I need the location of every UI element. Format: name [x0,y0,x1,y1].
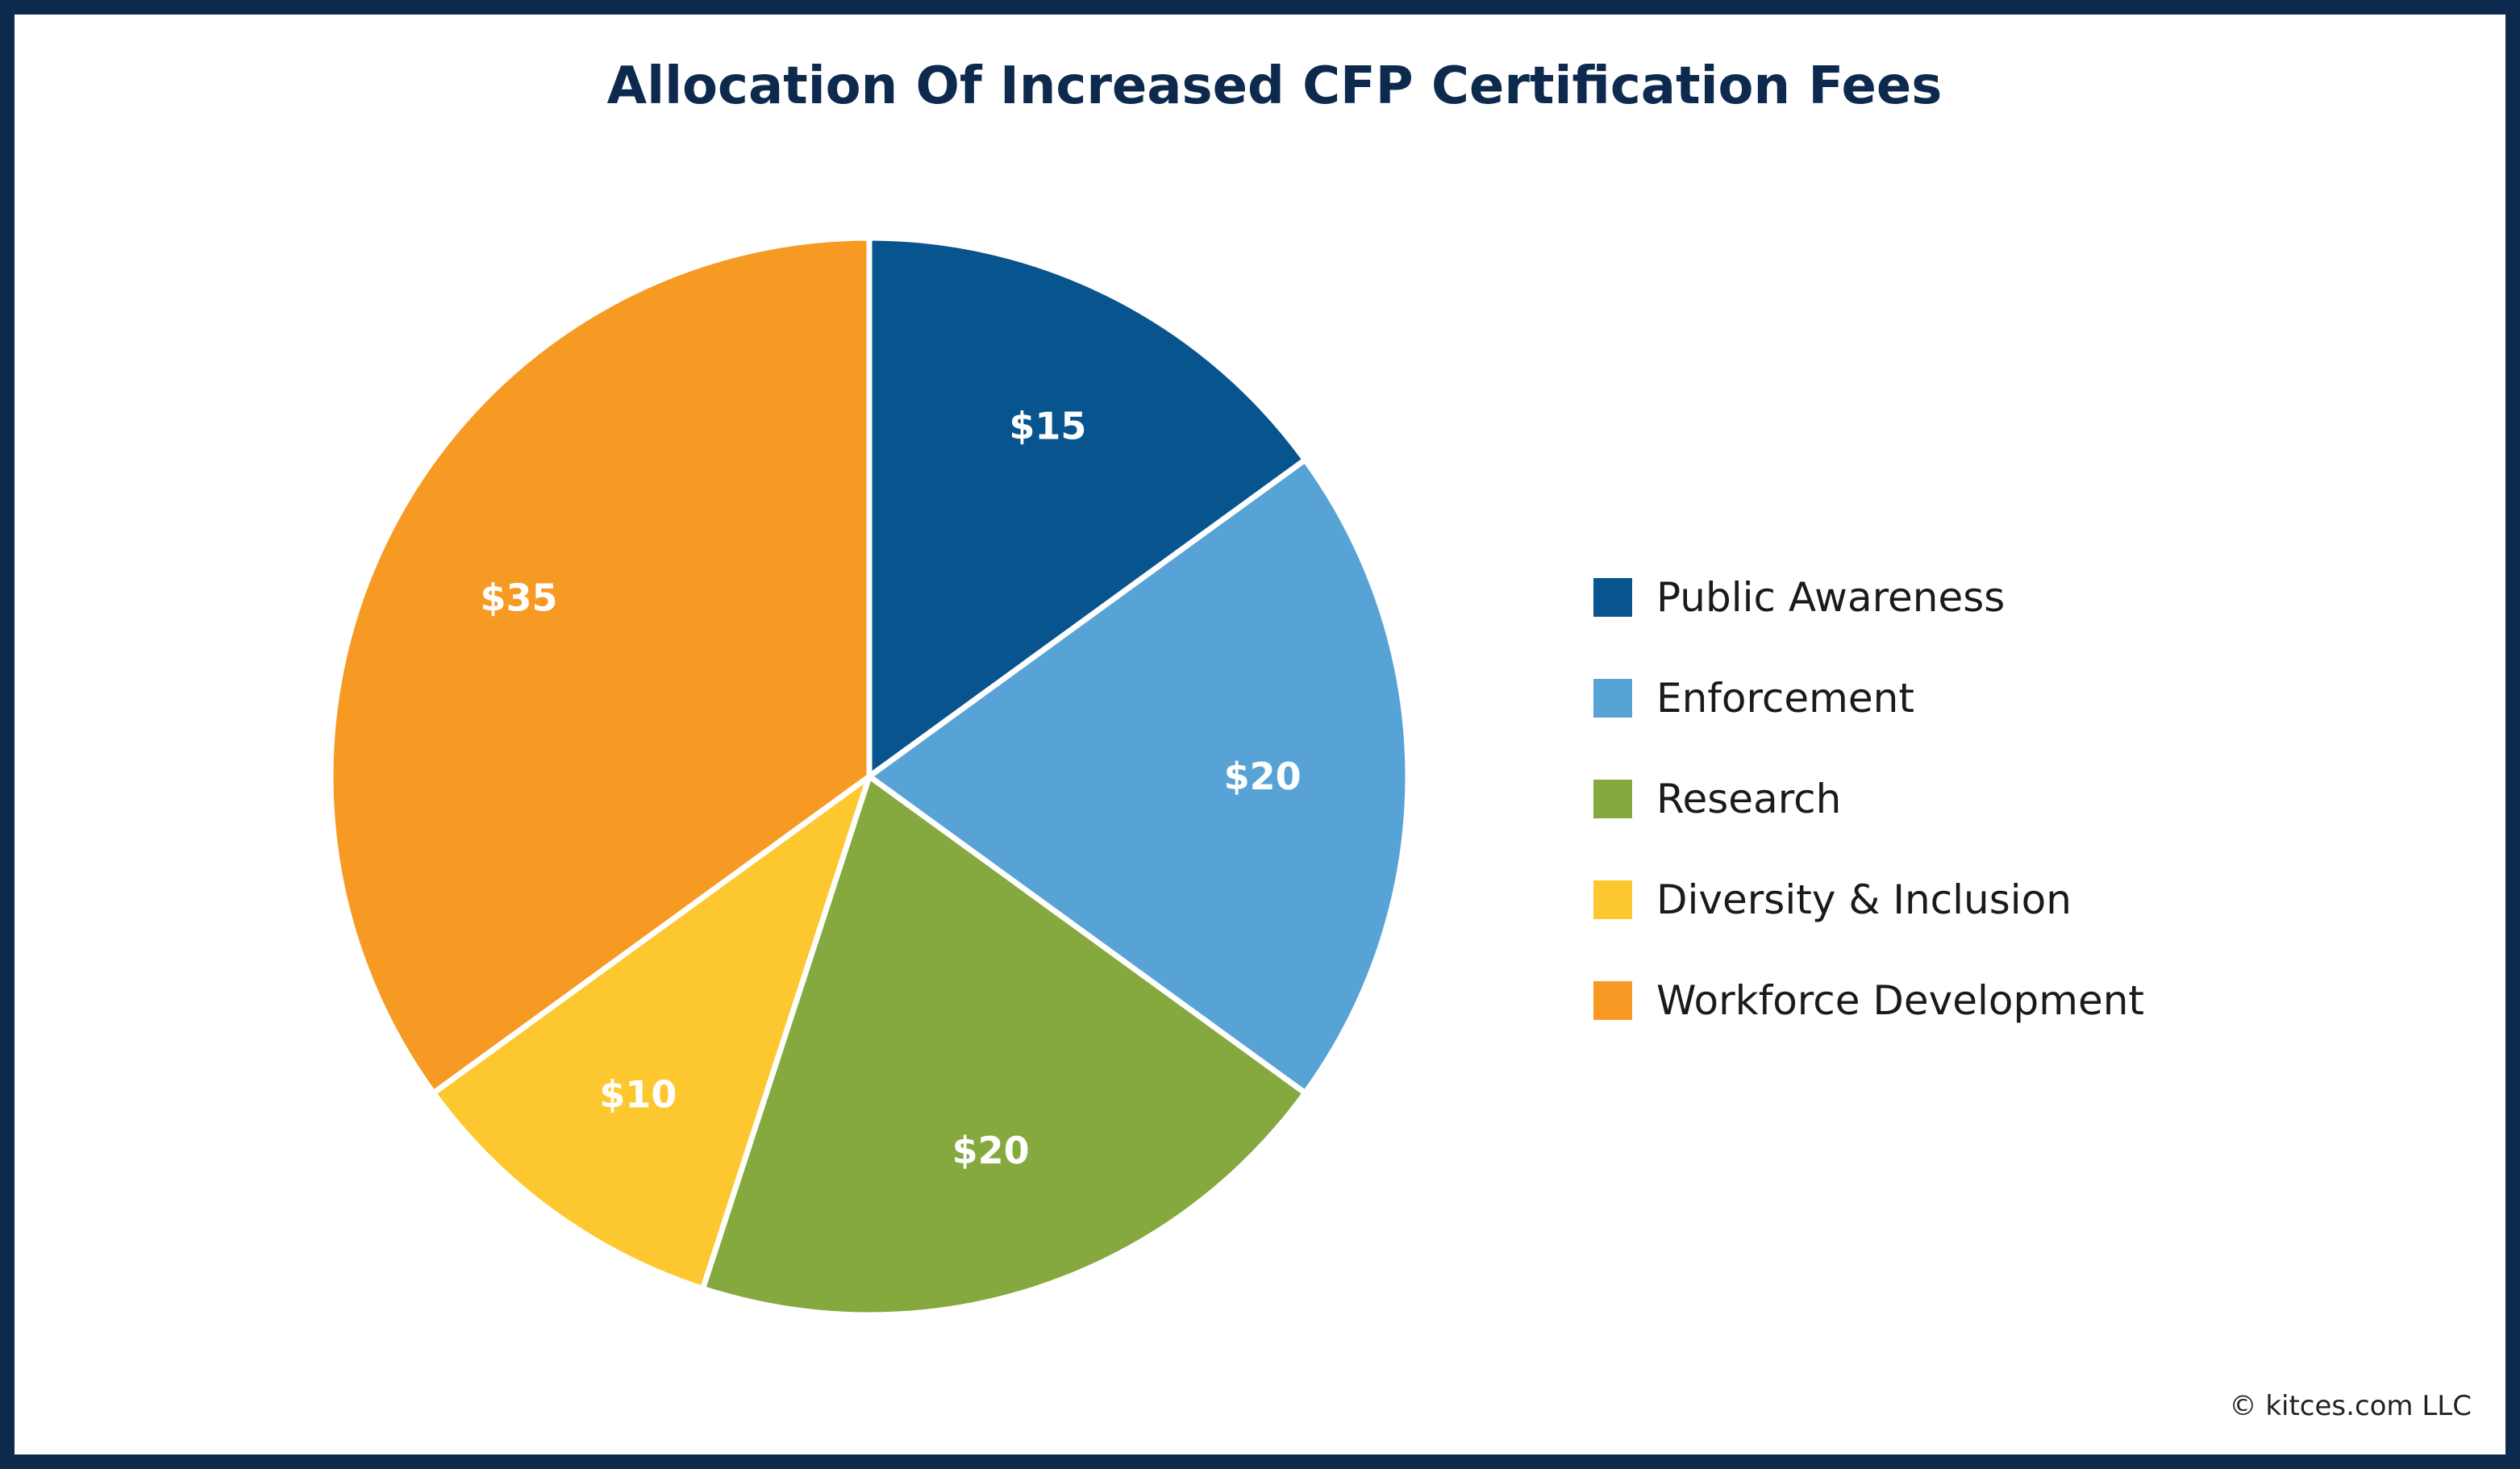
slice-value-label-research: $20 [952,1129,1030,1172]
legend-label: Public Awareness [1656,573,2006,621]
pie-slice-public-awareness [866,235,1308,780]
legend-item-enforcement: Enforcement [1593,647,2144,748]
pie-chart: $15 $20 $20 $10 $35 [327,235,1411,1318]
legend-item-public-awareness: Public Awareness [1593,547,2144,647]
pie-slice-enforcement [866,456,1411,1097]
pie-slice-workforce-development [327,235,873,1097]
legend-item-workforce-development: Workforce Development [1593,950,2144,1051]
legend-label: Diversity & Inclusion [1656,876,2072,923]
legend-label: Enforcement [1656,674,1914,722]
pie-slice-diversity-inclusion [431,773,873,1292]
slice-value-label-workforce-development: $35 [480,576,557,620]
chart-title: Allocation Of Increased CFP Certificatio… [606,56,1943,116]
pie-slice-research [700,773,1308,1318]
copyright-credit: © kitces.com LLC [2229,1390,2472,1422]
slice-value-label-diversity-inclusion: $10 [599,1073,677,1117]
legend: Public Awareness Enforcement Research Diver… [1593,547,2144,1051]
legend-swatch [1593,577,1632,617]
legend-label: Research [1656,775,1842,822]
legend-swatch [1593,880,1632,919]
legend-item-diversity-inclusion: Diversity & Inclusion [1593,849,2144,950]
legend-swatch [1593,678,1632,718]
slice-value-label-public-awareness: $15 [1009,405,1086,448]
legend-swatch [1593,779,1632,818]
legend-swatch [1593,980,1632,1020]
legend-item-research: Research [1593,748,2144,849]
legend-label: Workforce Development [1656,976,2145,1024]
slice-value-label-enforcement: $20 [1224,755,1302,798]
